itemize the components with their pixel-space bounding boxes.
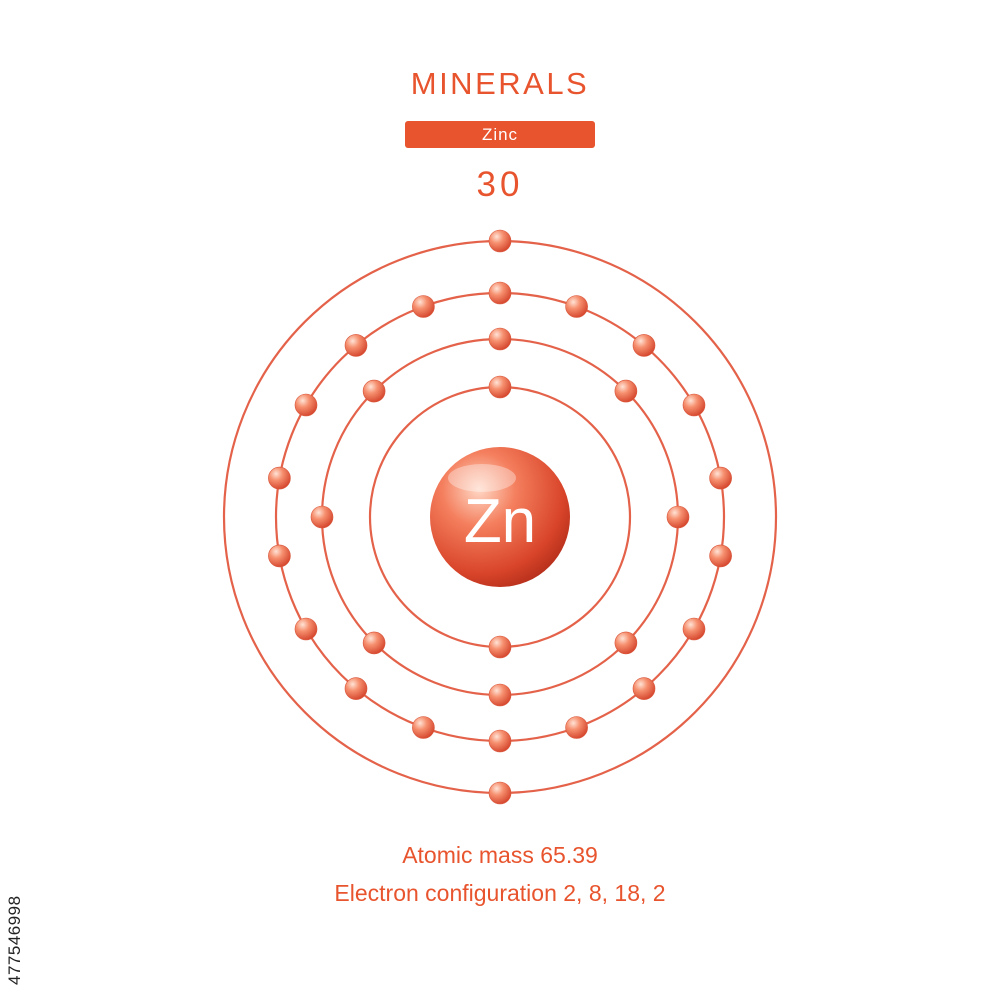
- electron-shell-3: [344, 334, 368, 357]
- electron-shell-3: [344, 677, 368, 700]
- electron-shell-3: [709, 466, 732, 490]
- electron-shell-2: [310, 505, 334, 529]
- electron-shell-2: [362, 379, 386, 403]
- electron-shell-2: [488, 327, 512, 351]
- electron-shell-4: [488, 229, 512, 253]
- stock-image-id: 477546998: [5, 895, 24, 985]
- nucleus-symbol: Zn: [464, 487, 536, 556]
- atomic-number: 30: [476, 165, 524, 204]
- element-name-badge: Zinc: [405, 121, 595, 148]
- electron-shell-2: [614, 379, 638, 403]
- electron-configuration-value: 2, 8, 18, 2: [563, 880, 666, 906]
- electron-shell-3: [488, 281, 512, 305]
- electron-shell-2: [614, 631, 638, 655]
- electron-shell-3: [268, 544, 291, 568]
- electron-configuration-line: Electron configuration 2, 8, 18, 2: [0, 880, 1000, 907]
- atomic-mass-line: Atomic mass 65.39: [0, 842, 1000, 869]
- electron-shell-2: [666, 505, 690, 529]
- atomic-mass-label: Atomic mass: [402, 842, 534, 868]
- electron-shell-3: [682, 617, 706, 641]
- electron-shell-3: [294, 393, 318, 417]
- electron-shell-3: [565, 295, 588, 318]
- electron-shell-3: [632, 677, 656, 700]
- electron-shell-3: [294, 617, 318, 641]
- electron-shell-1: [488, 375, 512, 399]
- electron-shell-3: [565, 716, 588, 739]
- nucleus: Zn: [430, 447, 570, 587]
- electron-configuration-label: Electron configuration: [334, 880, 557, 906]
- electron-shell-2: [488, 683, 512, 707]
- electron-shell-3: [709, 544, 732, 568]
- electron-shell-3: [682, 393, 706, 417]
- atomic-mass-value: 65.39: [540, 842, 598, 868]
- electron-shell-4: [488, 781, 512, 805]
- electron-shell-3: [632, 334, 656, 357]
- electron-shell-2: [362, 631, 386, 655]
- electron-shell-3: [488, 729, 512, 753]
- electron-shell-1: [488, 635, 512, 659]
- electron-shell-3: [412, 295, 435, 318]
- minerals-title: MINERALS: [410, 66, 590, 101]
- electron-shell-3: [412, 716, 435, 739]
- electron-shell-3: [268, 466, 291, 490]
